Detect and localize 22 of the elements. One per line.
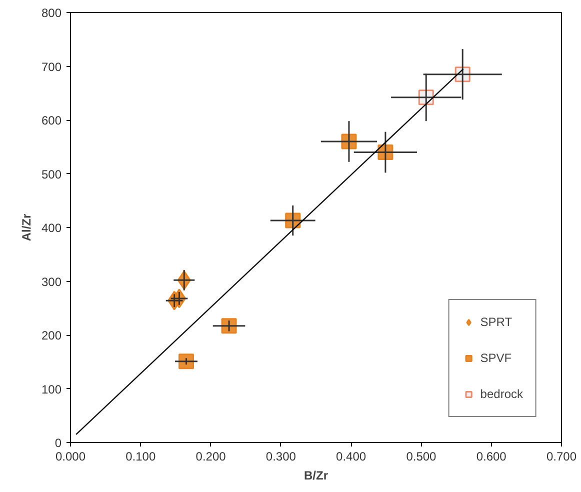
legend-label: bedrock	[480, 387, 523, 401]
y-tick-label: 100	[41, 382, 62, 396]
y-tick-label: 800	[41, 6, 62, 20]
x-tick-label: 0.700	[546, 450, 577, 464]
y-axis-title: Al/Zr	[19, 214, 34, 242]
y-tick-label: 300	[41, 274, 62, 289]
x-tick-label: 0.000	[55, 450, 86, 464]
x-tick-label: 0.100	[126, 450, 156, 464]
x-tick-label: 0.400	[336, 450, 366, 464]
legend-label: SPRT	[480, 315, 512, 329]
x-tick-label: 0.200	[196, 450, 226, 464]
x-axis-title: B/Zr	[304, 468, 328, 482]
y-tick-label: 200	[41, 328, 62, 342]
y-tick-label: 700	[41, 60, 62, 74]
y-tick-label: 400	[41, 221, 62, 235]
legend-label: SPVF	[480, 351, 512, 365]
x-tick-label: 0.300	[266, 450, 296, 464]
x-tick-label: 0.600	[476, 450, 507, 464]
y-tick-label: 500	[41, 167, 62, 182]
x-tick-label: 0.500	[406, 450, 437, 464]
y-tick-label: 0	[54, 436, 62, 450]
y-tick-label: 600	[41, 114, 62, 128]
